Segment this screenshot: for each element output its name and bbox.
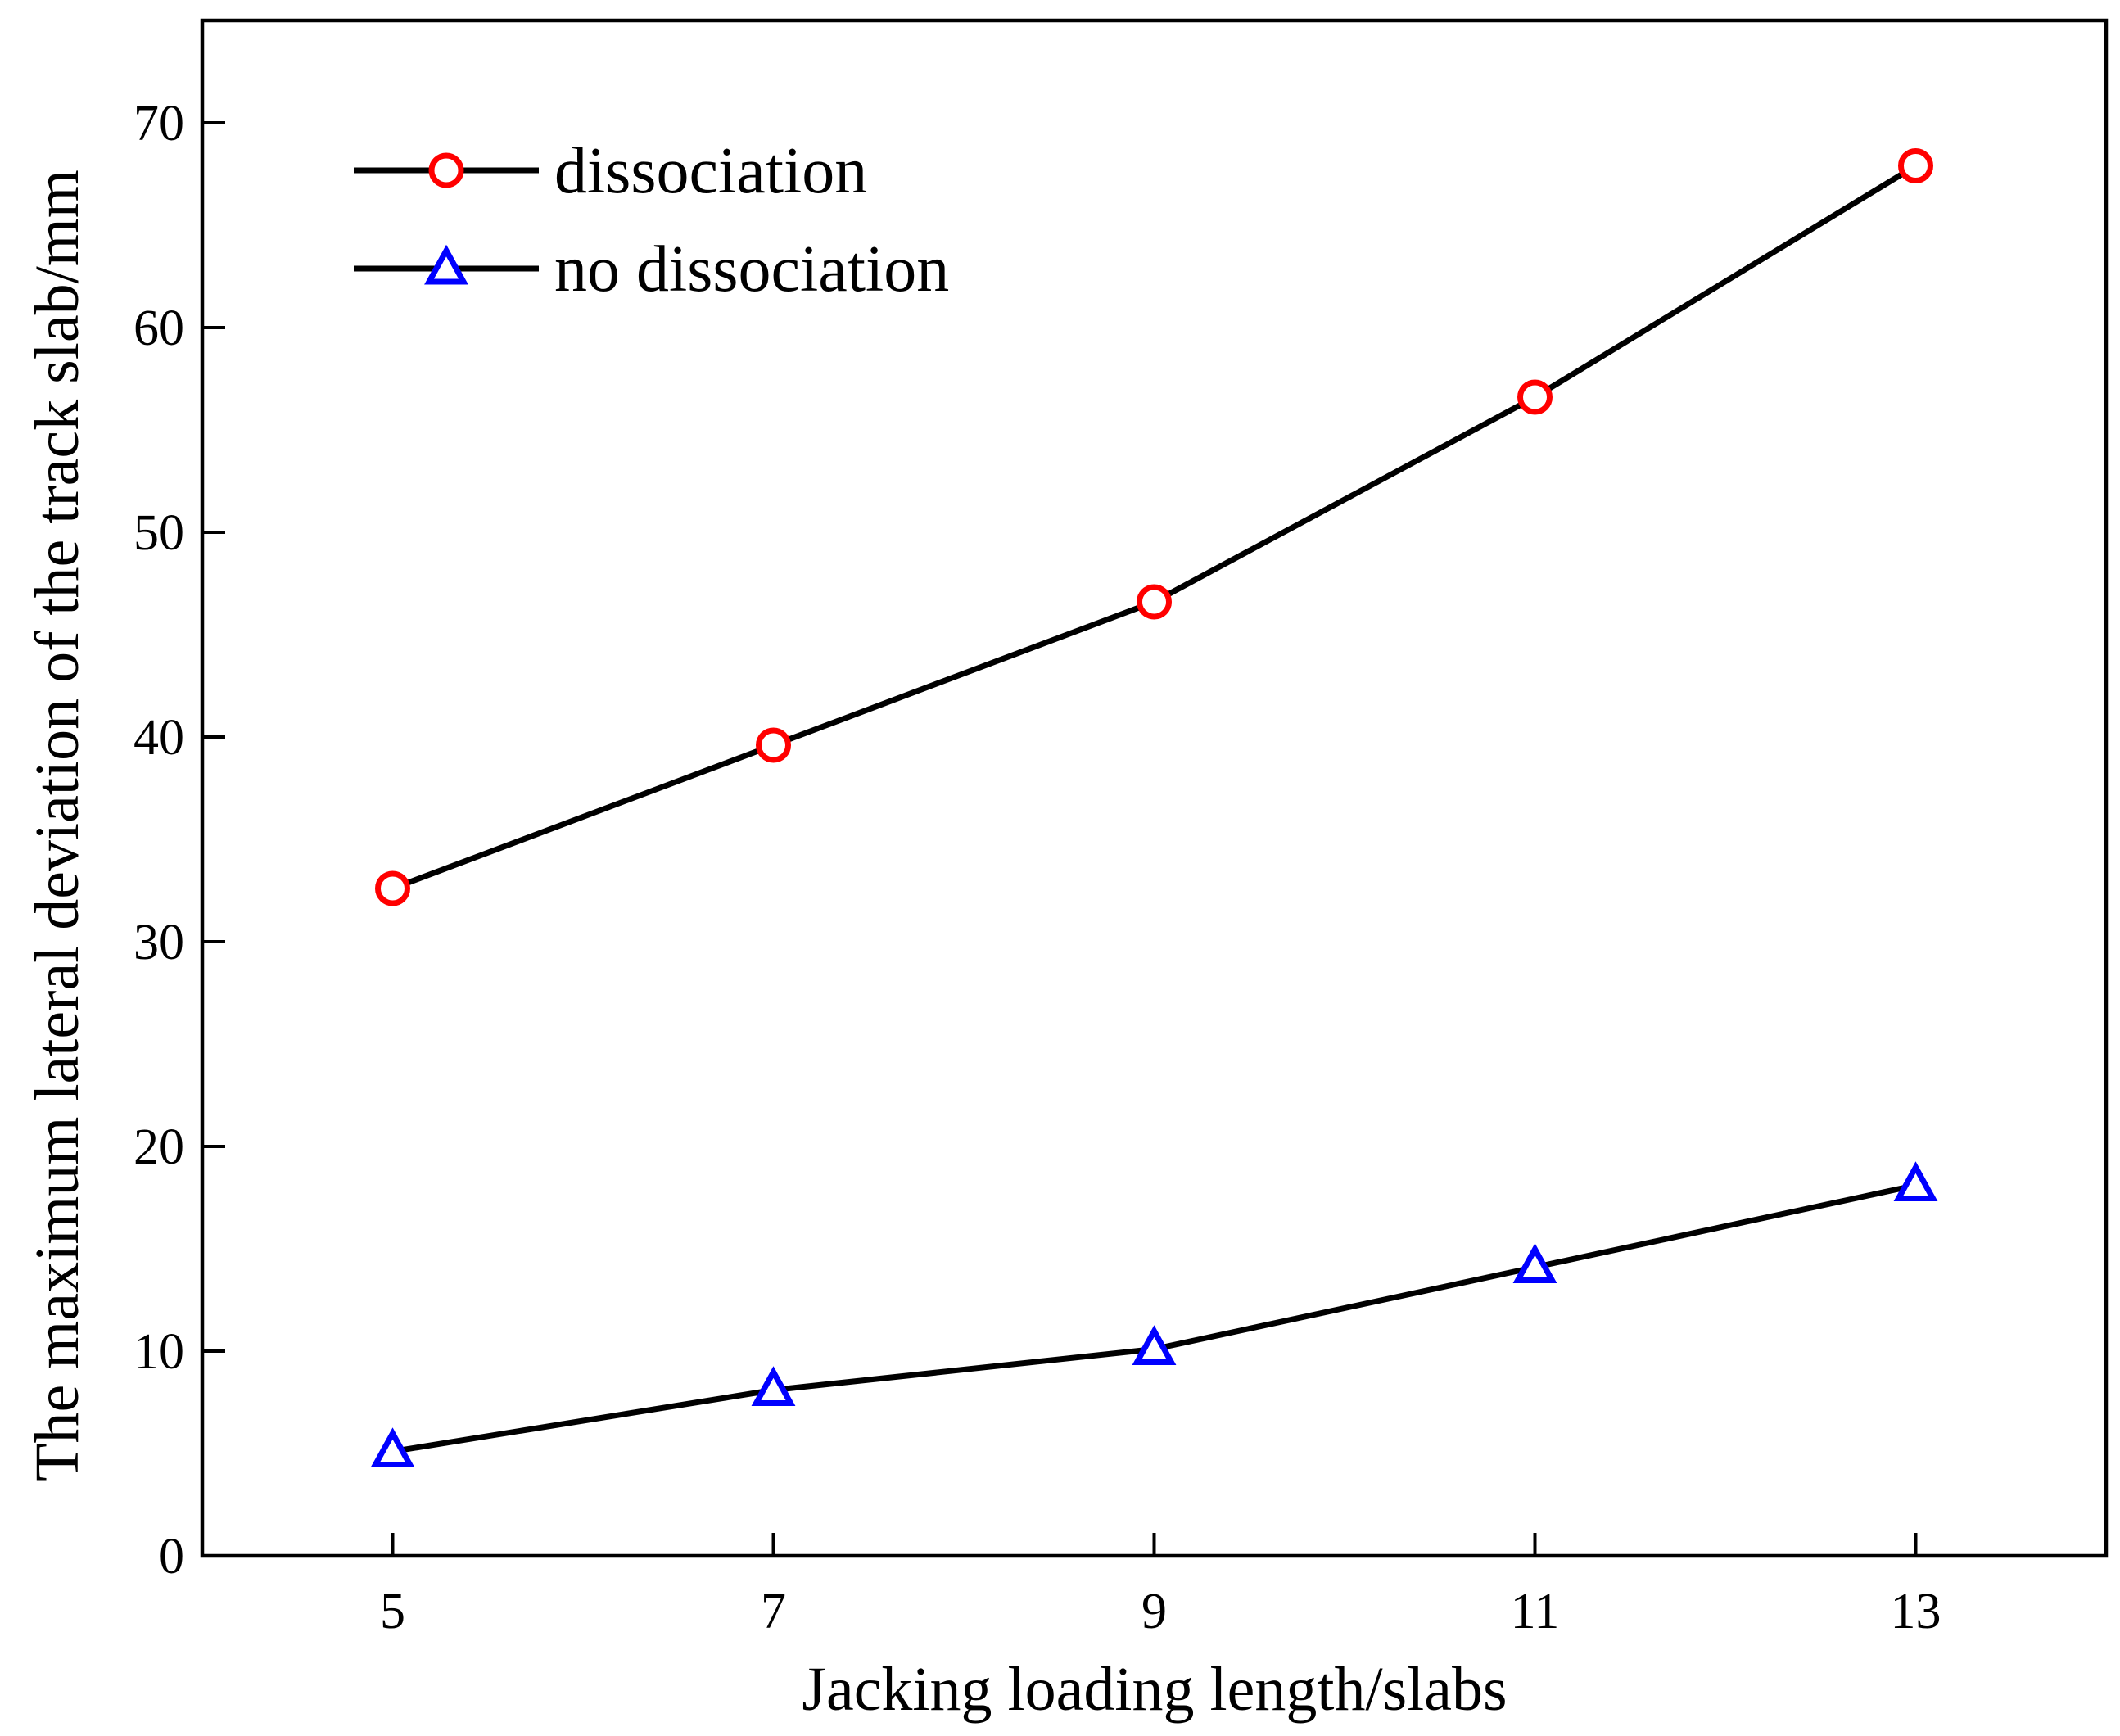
point-dissociation-7	[756, 727, 791, 763]
y-tick-label-60: 60	[133, 301, 184, 356]
x-tick-label-7: 7	[761, 1584, 786, 1639]
y-tick-label-0: 0	[159, 1529, 184, 1585]
x-axis-ticks: 5 7 9 11 13	[380, 1533, 1941, 1639]
y-tick-label-30: 30	[133, 915, 184, 970]
y-tick-label-10: 10	[133, 1324, 184, 1380]
y-tick-label-50: 50	[133, 505, 184, 561]
y-tick-label-20: 20	[133, 1119, 184, 1175]
point-no-dissociation-11	[1512, 1243, 1557, 1283]
point-dissociation-9	[1137, 584, 1172, 620]
x-tick-label-11: 11	[1511, 1584, 1560, 1639]
x-tick-label-9: 9	[1141, 1584, 1167, 1639]
legend-marker-dissociation	[428, 152, 464, 188]
point-dissociation-5	[375, 870, 410, 906]
point-dissociation-11	[1517, 379, 1553, 415]
y-axis-ticks: 0 10 20 30 40 50 60 70	[133, 96, 225, 1585]
series-line-no-dissociation	[391, 1182, 1917, 1454]
legend: dissociation no dissociation	[354, 135, 949, 305]
legend-label-dissociation: dissociation	[554, 135, 867, 207]
y-tick-label-70: 70	[133, 96, 184, 151]
x-axis-title: Jacking loading length/slabs	[802, 1655, 1507, 1724]
point-no-dissociation-5	[370, 1427, 415, 1467]
point-no-dissociation-9	[1132, 1325, 1177, 1365]
y-axis-title: The maximum lateral deviation of the tra…	[23, 170, 92, 1481]
point-dissociation-13	[1898, 148, 1933, 183]
series-layer	[370, 148, 1938, 1467]
x-tick-label-13: 13	[1891, 1584, 1941, 1639]
x-tick-label-5: 5	[380, 1584, 405, 1639]
legend-label-no-dissociation: no dissociation	[554, 233, 949, 305]
point-no-dissociation-13	[1893, 1161, 1938, 1201]
legend-marker-no-dissociation	[424, 244, 468, 285]
y-tick-label-40: 40	[133, 710, 184, 766]
point-no-dissociation-7	[751, 1366, 796, 1406]
